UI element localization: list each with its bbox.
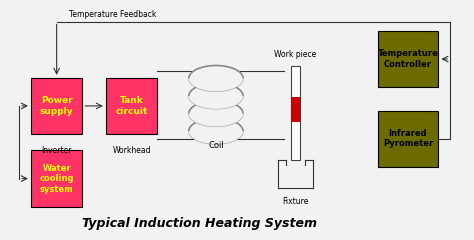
Text: Inverter: Inverter	[41, 146, 72, 155]
Ellipse shape	[189, 83, 243, 109]
Text: Temperature
Controller: Temperature Controller	[378, 49, 438, 69]
FancyBboxPatch shape	[377, 31, 438, 87]
Text: Tank
circuit: Tank circuit	[115, 96, 148, 116]
Text: Fixture: Fixture	[283, 197, 309, 206]
FancyBboxPatch shape	[31, 78, 82, 134]
Text: Power
supply: Power supply	[40, 96, 73, 116]
Text: Typical Induction Heating System: Typical Induction Heating System	[82, 217, 317, 230]
Text: Water
cooling
system: Water cooling system	[39, 164, 74, 193]
Text: Coil: Coil	[208, 141, 224, 150]
FancyBboxPatch shape	[31, 150, 82, 207]
Text: Temperature Feedback: Temperature Feedback	[69, 10, 156, 19]
FancyBboxPatch shape	[106, 78, 157, 134]
Text: Workhead: Workhead	[112, 146, 151, 155]
FancyBboxPatch shape	[292, 96, 300, 122]
Ellipse shape	[189, 66, 243, 91]
Ellipse shape	[189, 101, 243, 126]
FancyBboxPatch shape	[377, 111, 438, 167]
FancyBboxPatch shape	[292, 66, 300, 160]
Text: Infrared
Pyrometer: Infrared Pyrometer	[383, 129, 433, 149]
Text: Work piece: Work piece	[274, 50, 317, 59]
Ellipse shape	[189, 118, 243, 144]
